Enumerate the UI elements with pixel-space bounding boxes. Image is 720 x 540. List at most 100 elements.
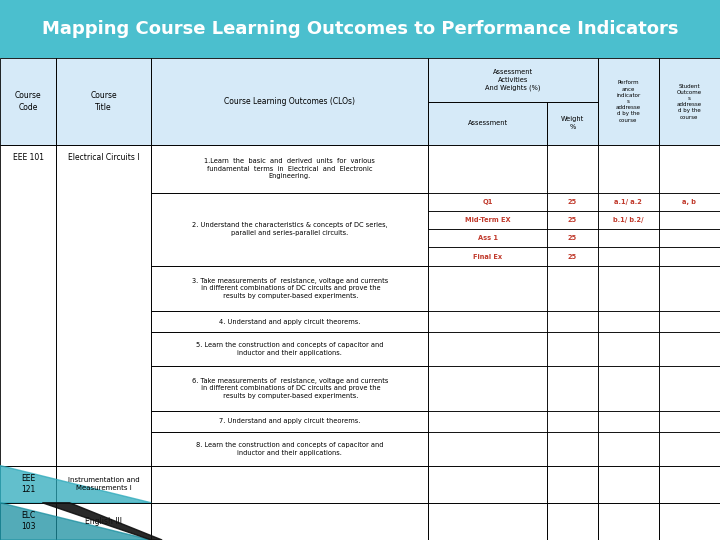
Bar <box>151 332 428 366</box>
Bar <box>659 311 720 332</box>
Bar <box>547 432 598 465</box>
Bar <box>151 411 428 432</box>
Bar <box>0 0 720 58</box>
Text: 25: 25 <box>568 217 577 223</box>
Bar <box>659 332 720 366</box>
Bar <box>659 211 720 229</box>
Text: Course
Code: Course Code <box>15 91 41 112</box>
Bar <box>428 211 547 229</box>
Bar <box>0 145 56 465</box>
Bar <box>428 102 547 145</box>
Bar <box>428 411 547 432</box>
Bar <box>547 411 598 432</box>
Bar <box>151 366 428 411</box>
Text: Ass 1: Ass 1 <box>478 235 498 241</box>
Bar <box>598 266 659 311</box>
Bar <box>659 465 720 503</box>
Bar <box>598 366 659 411</box>
Bar <box>151 465 428 503</box>
Bar <box>547 266 598 311</box>
Bar <box>0 465 56 503</box>
Bar <box>547 411 598 432</box>
Bar <box>428 247 547 266</box>
Bar <box>428 58 598 102</box>
Bar <box>428 366 547 411</box>
Bar <box>151 58 428 145</box>
Bar <box>0 58 56 145</box>
Bar <box>659 247 720 266</box>
Text: a.1/ a.2: a.1/ a.2 <box>614 199 642 205</box>
Bar <box>598 266 659 311</box>
Text: Final Ex: Final Ex <box>473 254 503 260</box>
Bar <box>547 145 598 192</box>
Bar <box>598 229 659 247</box>
Bar <box>598 503 659 540</box>
Bar <box>598 192 659 211</box>
Bar <box>659 503 720 540</box>
Text: Mid-Term EX: Mid-Term EX <box>465 217 510 223</box>
Bar <box>151 311 428 332</box>
Bar <box>151 58 428 145</box>
Polygon shape <box>42 503 162 540</box>
Text: 1.Learn  the  basic  and  derived  units  for  various
fundamental  terms  in  E: 1.Learn the basic and derived units for … <box>204 158 375 179</box>
Bar <box>659 266 720 311</box>
Bar <box>598 503 659 540</box>
Text: 7. Understand and apply circuit theorems.: 7. Understand and apply circuit theorems… <box>219 418 361 424</box>
Bar <box>659 229 720 247</box>
Bar <box>598 332 659 366</box>
Bar <box>659 311 720 332</box>
Bar <box>428 503 547 540</box>
Text: 5. Learn the construction and concepts of capacitor and
inductor and their appli: 5. Learn the construction and concepts o… <box>196 342 384 356</box>
Text: 4. Understand and apply circuit theorems.: 4. Understand and apply circuit theorems… <box>219 319 361 325</box>
Bar <box>598 211 659 229</box>
Bar <box>56 465 151 503</box>
Bar <box>151 145 428 192</box>
Text: Student
Outcome
s
addresse
d by the
course: Student Outcome s addresse d by the cour… <box>677 84 702 119</box>
Bar <box>151 503 428 540</box>
Bar <box>598 58 659 145</box>
Bar <box>659 145 720 192</box>
Text: 25: 25 <box>568 254 577 260</box>
Text: Mapping Course Learning Outcomes to Performance Indicators: Mapping Course Learning Outcomes to Perf… <box>42 20 678 38</box>
Bar <box>428 247 547 266</box>
Bar <box>428 411 547 432</box>
Bar <box>0 58 720 145</box>
Bar <box>659 192 720 211</box>
Bar <box>151 266 428 311</box>
Text: b.1/ b.2/: b.1/ b.2/ <box>613 217 644 223</box>
Bar <box>428 229 547 247</box>
Bar <box>659 145 720 192</box>
Bar <box>598 432 659 465</box>
Bar <box>428 102 547 145</box>
Bar <box>598 465 659 503</box>
Bar <box>659 58 720 145</box>
Polygon shape <box>0 503 151 540</box>
Bar <box>56 58 151 145</box>
Bar <box>151 192 428 266</box>
Text: a, b: a, b <box>683 199 696 205</box>
Bar <box>547 247 598 266</box>
Text: Course
Title: Course Title <box>91 91 117 112</box>
Bar <box>151 366 428 411</box>
Bar <box>598 247 659 266</box>
Bar <box>56 503 151 540</box>
Text: English III: English III <box>85 517 122 526</box>
Bar <box>659 332 720 366</box>
Bar <box>56 503 151 540</box>
Text: 25: 25 <box>568 235 577 241</box>
Bar <box>547 503 598 540</box>
Bar <box>0 465 56 503</box>
Bar <box>151 465 428 503</box>
Text: Perform
ance
indicator
s
addresse
d by the
course: Perform ance indicator s addresse d by t… <box>616 80 641 123</box>
Text: 6. Take measurements of  resistance, voltage and currents
 in different combinat: 6. Take measurements of resistance, volt… <box>192 378 388 399</box>
Bar <box>547 311 598 332</box>
Bar <box>56 465 151 503</box>
Bar <box>547 366 598 411</box>
Bar <box>659 465 720 503</box>
Bar <box>598 311 659 332</box>
Text: Instrumentation and
Measurements I: Instrumentation and Measurements I <box>68 477 140 491</box>
Bar <box>547 145 598 192</box>
Bar <box>547 266 598 311</box>
Bar <box>547 229 598 247</box>
Text: Assessment
Activities
And Weights (%): Assessment Activities And Weights (%) <box>485 69 541 91</box>
